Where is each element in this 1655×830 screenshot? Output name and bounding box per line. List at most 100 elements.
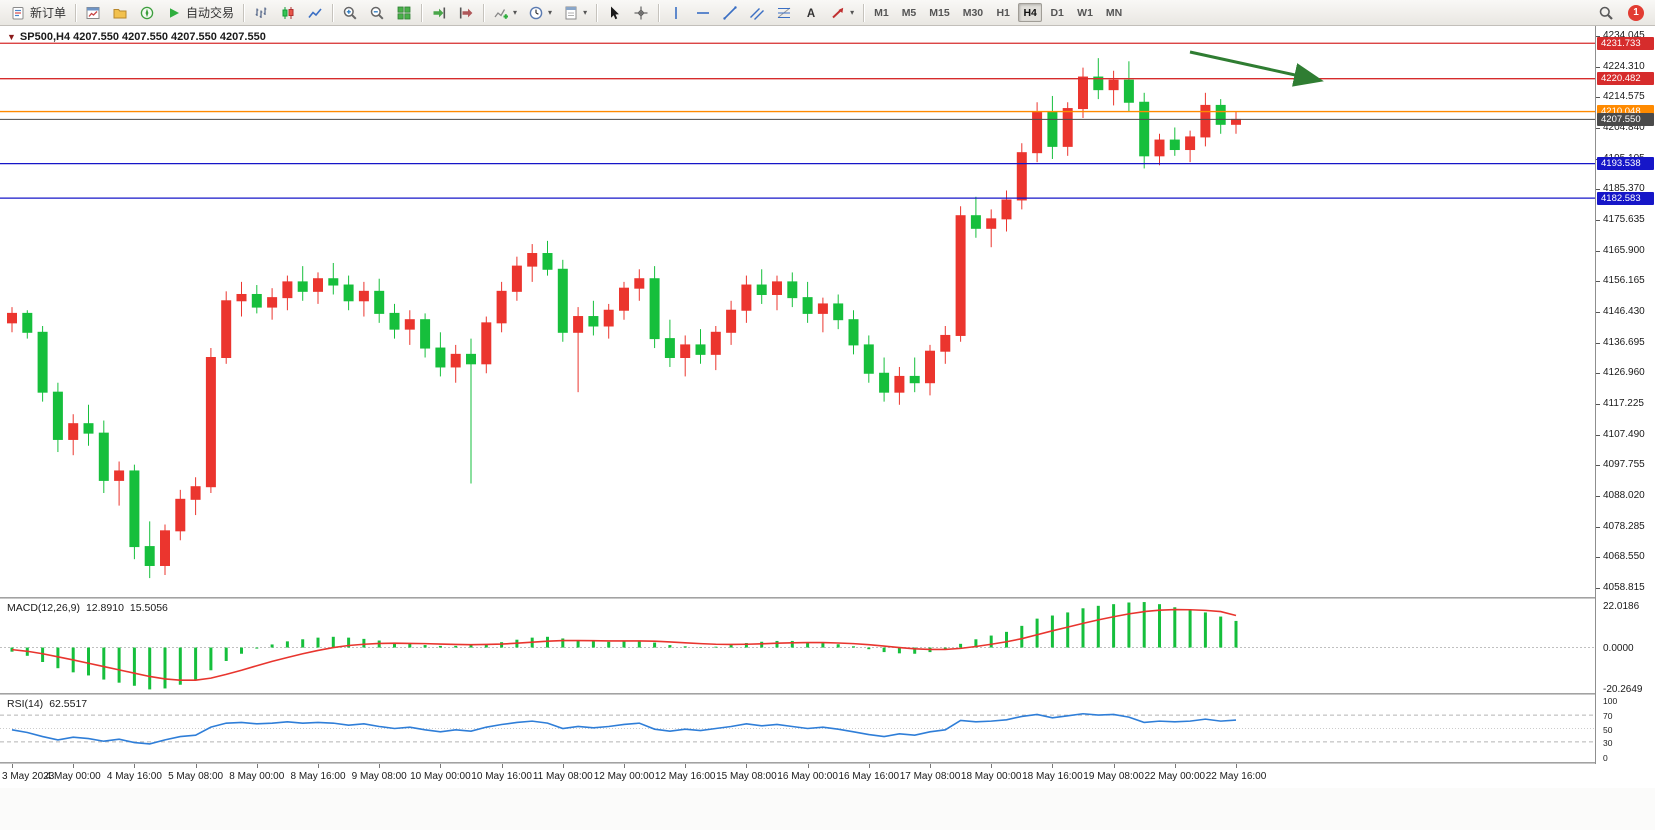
- time-axis[interactable]: 3 May 2023 4 May 00:00 4 May 16:00 5 May 08…: [0, 764, 1595, 788]
- timeframe-d1-button[interactable]: D1: [1045, 3, 1069, 22]
- arrows-tool-button[interactable]: ▾: [825, 2, 859, 24]
- candle: [22, 310, 33, 339]
- templates-button[interactable]: ▾: [558, 2, 592, 24]
- candle: [7, 307, 17, 333]
- timeframe-h4-button[interactable]: H4: [1018, 3, 1043, 22]
- channel-tool-button[interactable]: [744, 2, 770, 24]
- horizontal-line-tool-button[interactable]: [690, 2, 716, 24]
- candle: [236, 281, 247, 317]
- candle: [1185, 130, 1196, 163]
- candle: [863, 335, 874, 383]
- zoom-out-button[interactable]: [364, 2, 390, 24]
- time-axis-label: 22 May 16:00: [1205, 771, 1267, 782]
- new-chart-button[interactable]: [80, 2, 106, 24]
- rsi-canvas[interactable]: [0, 695, 1595, 762]
- chart-shift-button[interactable]: [453, 2, 479, 24]
- navigator-button[interactable]: [134, 2, 160, 24]
- price-level-badge: 4182.583: [1597, 191, 1654, 205]
- pane-divider[interactable]: [0, 762, 1655, 764]
- price-axis[interactable]: 4234.0454224.3104214.5754204.8404195.105…: [1595, 26, 1655, 764]
- candle: [328, 262, 339, 295]
- candle: [955, 206, 966, 342]
- new-order-button[interactable]: 新订单: [5, 2, 71, 24]
- timeframe-m30-button[interactable]: M30: [958, 3, 988, 22]
- price-axis-label: 4185.370: [1603, 183, 1645, 195]
- crosshair-tool-button[interactable]: [628, 2, 654, 24]
- rsi-axis-label: 30: [1603, 737, 1613, 748]
- main-chart-canvas[interactable]: [0, 26, 1595, 597]
- candle: [787, 272, 798, 308]
- candle: [879, 357, 890, 402]
- candle: [83, 404, 94, 446]
- time-tick: [1174, 764, 1176, 768]
- one-click-trading-arrow-icon[interactable]: ▼: [7, 32, 16, 42]
- line-chart-mode-button[interactable]: [302, 2, 328, 24]
- candle: [726, 300, 737, 345]
- candle: [695, 329, 706, 364]
- candles-icon: [282, 6, 294, 19]
- periods-button[interactable]: ▾: [523, 2, 557, 24]
- fibonacci-tool-button[interactable]: [771, 2, 797, 24]
- candle: [817, 297, 828, 333]
- zoom-in-button[interactable]: [337, 2, 363, 24]
- vertical-line-tool-button[interactable]: [663, 2, 689, 24]
- pane-divider[interactable]: [0, 597, 1655, 599]
- indicators-button[interactable]: ▾: [488, 2, 522, 24]
- toolbar-separator: [332, 3, 334, 22]
- auto-scroll-icon: [433, 7, 446, 18]
- auto-scroll-button[interactable]: [426, 2, 452, 24]
- candlestick-mode-button[interactable]: [275, 2, 301, 24]
- candle: [664, 319, 675, 367]
- svg-text:A: A: [807, 8, 815, 20]
- candle: [772, 275, 782, 311]
- candle: [588, 300, 599, 336]
- timeframe-m1-button[interactable]: M1: [869, 3, 894, 22]
- pane-divider[interactable]: [0, 693, 1655, 695]
- timeframe-mn-button[interactable]: MN: [1101, 3, 1127, 22]
- search-button[interactable]: [1593, 2, 1619, 24]
- axis-tick: [1596, 66, 1600, 68]
- cursor-tool-button[interactable]: [601, 2, 627, 24]
- time-axis-label: 18 May 16:00: [1022, 771, 1083, 782]
- trend-arrow-object[interactable]: [1189, 50, 1324, 87]
- profiles-button[interactable]: [107, 2, 133, 24]
- timeframe-m15-button[interactable]: M15: [924, 3, 954, 22]
- macd-name: MACD(12,26,9): [7, 602, 80, 614]
- macd-main-value: 12.8910: [85, 602, 124, 614]
- axis-tick: [1596, 97, 1600, 99]
- time-axis-label: 8 May 16:00: [290, 771, 346, 782]
- price-axis-label: 4126.960: [1603, 367, 1645, 379]
- candle: [619, 281, 629, 320]
- candle: [251, 285, 262, 314]
- time-tick: [685, 764, 687, 768]
- candle: [52, 382, 63, 453]
- macd-canvas[interactable]: [0, 599, 1595, 693]
- price-axis-label: 4117.225: [1603, 398, 1644, 410]
- timeframe-w1-button[interactable]: W1: [1072, 3, 1098, 22]
- bars-icon: [255, 7, 267, 18]
- symbol-ohlc-text: SP500,H4 4207.550 4207.550 4207.550 4207…: [19, 31, 266, 43]
- navigator-icon: [140, 6, 154, 19]
- text-tool-button[interactable]: A: [798, 2, 824, 24]
- candle: [221, 291, 232, 364]
- candle: [1154, 133, 1165, 166]
- trendline-tool-button[interactable]: [717, 2, 743, 24]
- price-axis-label: 4068.550: [1603, 551, 1645, 563]
- bottom-strip: [0, 788, 1655, 830]
- candle: [160, 524, 170, 575]
- rsi-axis-label: 70: [1603, 711, 1613, 722]
- tile-windows-button[interactable]: [391, 2, 417, 24]
- candle: [894, 366, 905, 405]
- candle: [435, 332, 446, 377]
- axis-tick: [1596, 35, 1600, 37]
- candle: [114, 461, 125, 506]
- bar-chart-mode-button[interactable]: [248, 2, 274, 24]
- caret-down-icon: ▾: [548, 7, 553, 17]
- timeframe-m5-button[interactable]: M5: [897, 3, 922, 22]
- rsi-line: [11, 712, 1237, 745]
- notifications-badge[interactable]: 1: [1628, 4, 1644, 21]
- timeframe-h1-button[interactable]: H1: [991, 3, 1015, 22]
- time-tick: [195, 764, 197, 768]
- rsi-axis-label: 50: [1603, 724, 1613, 735]
- auto-trading-button[interactable]: 自动交易: [161, 2, 239, 24]
